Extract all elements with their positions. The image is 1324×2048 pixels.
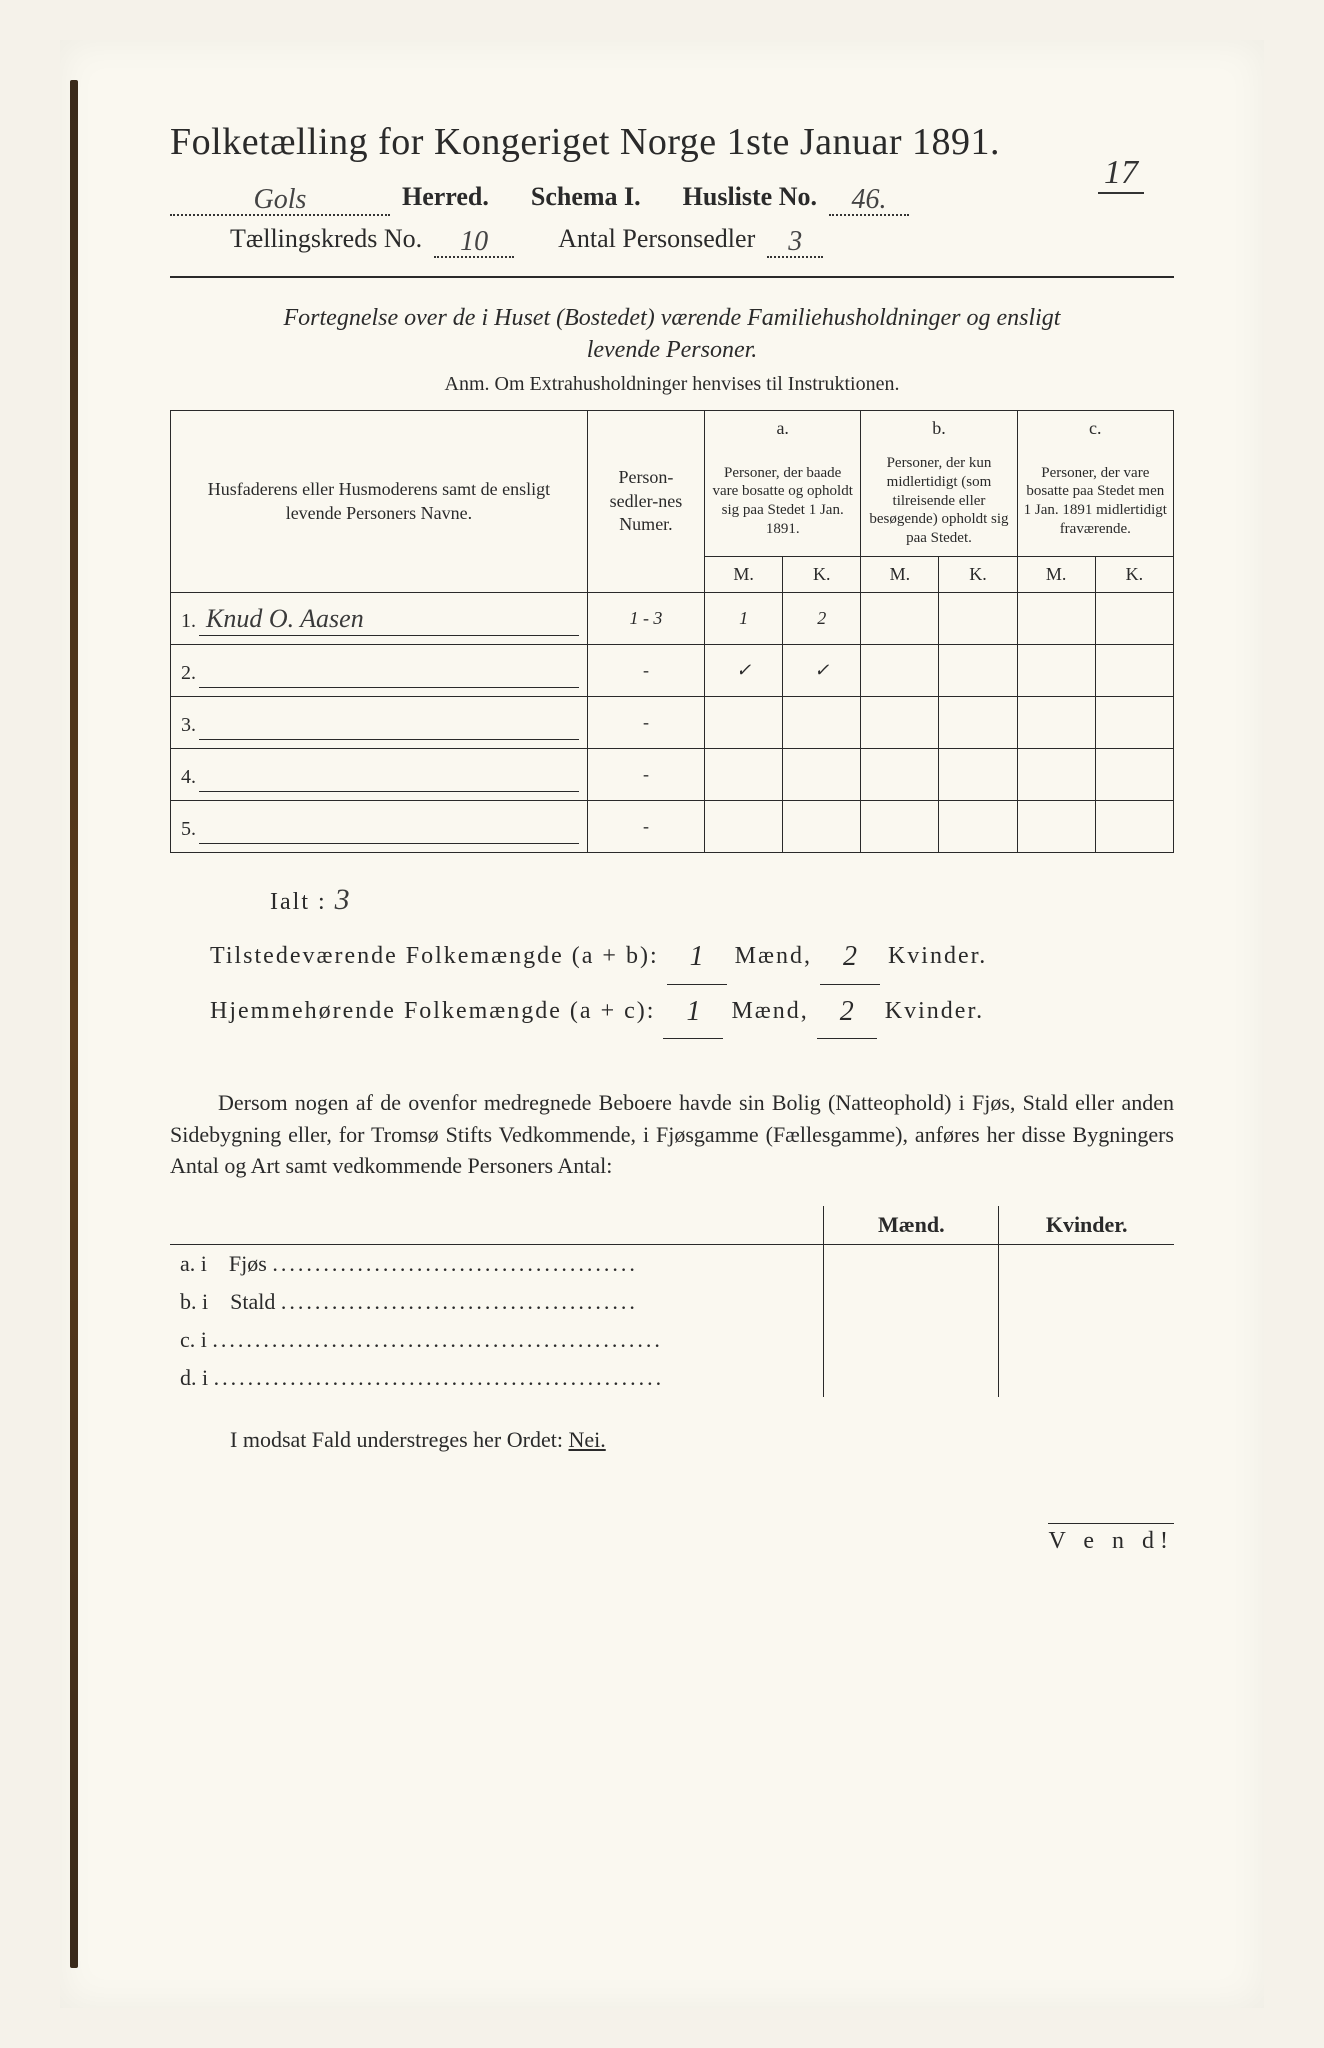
- sub-row: c. i ...................................…: [170, 1321, 1174, 1359]
- col-c-m: M.: [1017, 556, 1095, 592]
- col-c-label: c.: [1017, 410, 1173, 446]
- header-line-3: Tællingskreds No. 10 Antal Personsedler …: [170, 224, 1174, 254]
- summary-block: Ialt : 3 Tilstedeværende Folkemængde (a …: [170, 871, 1174, 1036]
- row-a-m: ✓: [705, 645, 783, 697]
- row-a-m: 1: [705, 593, 783, 645]
- row-num: 2.: [181, 662, 196, 684]
- col-a-desc: Personer, der baade vare bosatte og opho…: [705, 446, 861, 556]
- sub-label: Stald: [230, 1289, 275, 1314]
- row-b-k: [939, 593, 1017, 645]
- page-title: Folketælling for Kongeriget Norge 1ste J…: [170, 120, 1174, 164]
- dots: ........................................…: [212, 1327, 663, 1352]
- ab-m-value: 1: [667, 930, 727, 984]
- row-a-k: ✓: [783, 645, 861, 697]
- row-num: 5.: [181, 818, 196, 840]
- sub-label: Fjøs: [229, 1251, 267, 1276]
- antal-label: Antal Personsedler: [558, 224, 755, 254]
- tkreds-field: 10: [434, 228, 514, 258]
- ac-k-value: 2: [817, 985, 877, 1039]
- table-row: 4. -: [171, 749, 1174, 801]
- col-a-label: a.: [705, 410, 861, 446]
- row-b-m: [861, 645, 939, 697]
- ac-m-value: 1: [663, 985, 723, 1039]
- intro-line-1: Fortegnelse over de i Huset (Bostedet) v…: [284, 305, 1061, 331]
- col-a-m: M.: [705, 556, 783, 592]
- kvinder-label-2: Kvinder.: [885, 998, 984, 1024]
- row-c-m: [1017, 593, 1095, 645]
- husliste-label: Husliste No.: [683, 182, 817, 212]
- negative-clause: I modsat Fald understreges her Ordet: Ne…: [170, 1427, 1174, 1453]
- col-c-k: K.: [1095, 556, 1173, 592]
- sub-m-head: Mænd.: [824, 1206, 999, 1245]
- dots: ........................................…: [272, 1251, 638, 1276]
- row-numer: 1 - 3: [587, 593, 704, 645]
- maend-label-2: Mænd,: [731, 998, 808, 1024]
- sub-key: c. i: [180, 1327, 207, 1352]
- col-name-head: Husfaderens eller Husmoderens samt de en…: [171, 410, 588, 593]
- modsat-nei: Nei.: [568, 1427, 605, 1452]
- intro-line-2: levende Personer.: [587, 337, 758, 363]
- tkreds-label: Tællingskreds No.: [230, 224, 422, 254]
- kvinder-label: Kvinder.: [888, 943, 987, 969]
- row-numer: -: [587, 697, 704, 749]
- sub-row: a. i Fjøs ..............................…: [170, 1245, 1174, 1284]
- col-b-desc: Personer, der kun midlertidigt (som tilr…: [861, 446, 1017, 556]
- sub-key: a. i: [180, 1251, 207, 1276]
- row-a-k: 2: [783, 593, 861, 645]
- row-numer: -: [587, 749, 704, 801]
- header-line-2: Gols Herred. Schema I. Husliste No. 46. …: [170, 182, 1174, 212]
- row-c-m: [1017, 645, 1095, 697]
- col-a-k: K.: [783, 556, 861, 592]
- turn-over-label: V e n d!: [1048, 1523, 1174, 1555]
- corner-annotation: 17: [1098, 154, 1144, 194]
- ac-label: Hjemmehørende Folkemængde (a + c):: [210, 998, 655, 1024]
- col-numer-head: Person-sedler-nes Numer.: [587, 410, 704, 593]
- sub-key: b. i: [180, 1289, 208, 1314]
- col-b-k: K.: [939, 556, 1017, 592]
- row-num: 1.: [181, 610, 196, 632]
- col-b-label: b.: [861, 410, 1017, 446]
- maend-label: Mænd,: [735, 943, 812, 969]
- antal-field: 3: [767, 228, 823, 258]
- sub-row: b. i Stald .............................…: [170, 1283, 1174, 1321]
- row-b-k: [939, 645, 1017, 697]
- col-c-desc: Personer, der vare bosatte paa Stedet me…: [1017, 446, 1173, 556]
- herred-label: Herred.: [402, 182, 489, 212]
- sub-k-head: Kvinder.: [999, 1206, 1174, 1245]
- col-b-m: M.: [861, 556, 939, 592]
- dots: ........................................…: [214, 1365, 665, 1390]
- household-table: Husfaderens eller Husmoderens samt de en…: [170, 410, 1174, 854]
- row-num: 3.: [181, 714, 196, 736]
- row-num: 4.: [181, 766, 196, 788]
- husliste-field: 46.: [829, 186, 909, 216]
- ialt-value: 3: [335, 883, 352, 916]
- row-b-m: [861, 593, 939, 645]
- row-numer: -: [587, 801, 704, 853]
- schema-label: Schema I.: [531, 182, 641, 212]
- ab-label: Tilstedeværende Folkemængde (a + b):: [210, 943, 659, 969]
- sub-key: d. i: [180, 1365, 208, 1390]
- table-row: 2. - ✓ ✓: [171, 645, 1174, 697]
- row-c-k: [1095, 645, 1173, 697]
- census-form-page: Folketælling for Kongeriget Norge 1ste J…: [60, 40, 1264, 2008]
- table-body: 1.Knud O. Aasen 1 - 3 1 2 2. - ✓ ✓ 3: [171, 593, 1174, 853]
- ab-k-value: 2: [820, 930, 880, 984]
- row-c-k: [1095, 593, 1173, 645]
- divider: [170, 276, 1174, 278]
- intro-note: Anm. Om Extrahusholdninger henvises til …: [170, 373, 1174, 396]
- table-row: 3. -: [171, 697, 1174, 749]
- table-row: 5. -: [171, 801, 1174, 853]
- row-name: Knud O. Aasen: [206, 604, 364, 633]
- row-numer: -: [587, 645, 704, 697]
- sub-row: d. i ...................................…: [170, 1359, 1174, 1397]
- intro-text: Fortegnelse over de i Huset (Bostedet) v…: [170, 302, 1174, 367]
- dots: ........................................…: [281, 1289, 638, 1314]
- table-row: 1. Knud O. Aasen 1 - 3 1 2: [171, 593, 1174, 645]
- herred-field: Gols: [170, 186, 390, 216]
- outbuilding-table: Mænd. Kvinder. a. i Fjøs ...............…: [170, 1206, 1174, 1397]
- ialt-label: Ialt :: [270, 889, 327, 915]
- modsat-text: I modsat Fald understreges her Ordet:: [230, 1427, 568, 1452]
- conditions-paragraph: Dersom nogen af de ovenfor medregnede Be…: [170, 1087, 1174, 1183]
